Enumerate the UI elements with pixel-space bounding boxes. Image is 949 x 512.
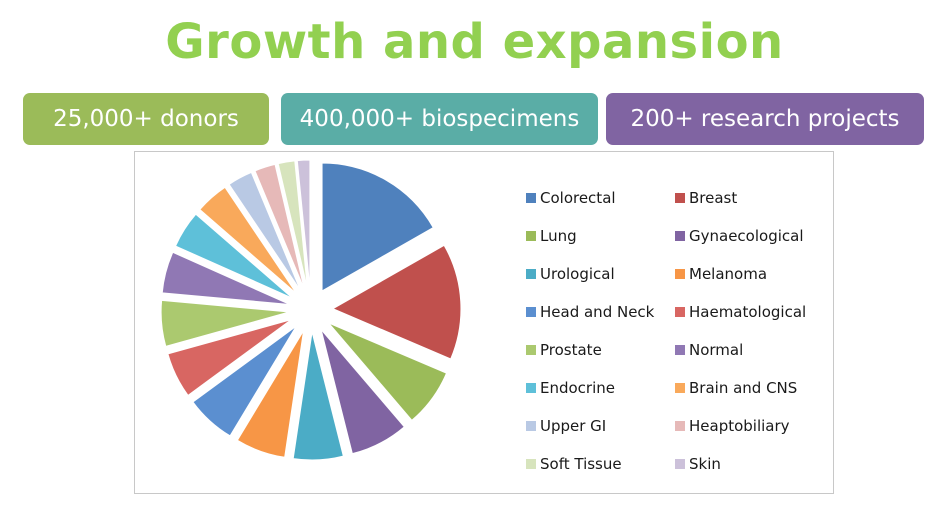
donors-stat-label: 25,000+ donors bbox=[53, 106, 239, 132]
pie-slice-melanoma bbox=[236, 330, 305, 458]
pie-slice-upper-gi bbox=[228, 171, 302, 291]
legend-label-melanoma: Melanoma bbox=[689, 265, 767, 283]
pie-slice-endocrine bbox=[174, 213, 293, 299]
legend-label-urological: Urological bbox=[540, 265, 615, 283]
legend-swatch-breast bbox=[675, 193, 685, 203]
legend-swatch-heaptobiliary bbox=[675, 421, 685, 431]
pie-slice-heaptobiliary bbox=[254, 163, 305, 290]
legend-swatch-urological bbox=[526, 269, 536, 279]
pie-slice-urological bbox=[292, 331, 344, 461]
legend-swatch-upper-gi bbox=[526, 421, 536, 431]
legend-label-gynaecological: Gynaecological bbox=[689, 227, 804, 245]
pie-slice-lung bbox=[328, 322, 448, 422]
legend-label-lung: Lung bbox=[540, 227, 577, 245]
legend-label-heaptobiliary: Heaptobiliary bbox=[689, 417, 790, 435]
legend-label-upper-gi: Upper GI bbox=[540, 417, 606, 435]
donors-stat-badge: 25,000+ donors bbox=[23, 93, 269, 145]
pie-slice-haematological bbox=[167, 319, 292, 397]
legend-label-endocrine: Endocrine bbox=[540, 379, 615, 397]
pie-slice-normal bbox=[161, 251, 290, 305]
research-projects-stat-label: 200+ research projects bbox=[630, 106, 900, 132]
legend-swatch-lung bbox=[526, 231, 536, 241]
legend-swatch-normal bbox=[675, 345, 685, 355]
legend-label-skin: Skin bbox=[689, 455, 721, 473]
legend-label-colorectal: Colorectal bbox=[540, 189, 616, 207]
legend-label-soft-tissue: Soft Tissue bbox=[540, 455, 622, 473]
legend-label-haematological: Haematological bbox=[689, 303, 806, 321]
legend-swatch-haematological bbox=[675, 307, 685, 317]
legend-swatch-endocrine bbox=[526, 383, 536, 393]
pie-slice-gynaecological bbox=[320, 329, 405, 455]
biospecimens-stat-label: 400,000+ biospecimens bbox=[299, 106, 580, 132]
legend-swatch-prostate bbox=[526, 345, 536, 355]
legend-swatch-skin bbox=[675, 459, 685, 469]
pie-chart: Colorectal Breast Lung Gynaecological Urolog… bbox=[160, 159, 806, 473]
legend-label-head-and-neck: Head and Neck bbox=[540, 303, 655, 321]
legend-swatch-soft-tissue bbox=[526, 459, 536, 469]
legend-swatch-head-and-neck bbox=[526, 307, 536, 317]
pie-slice-colorectal bbox=[321, 162, 434, 292]
legend-label-breast: Breast bbox=[689, 189, 737, 207]
page-title: Growth and expansion bbox=[165, 14, 784, 70]
legend-swatch-melanoma bbox=[675, 269, 685, 279]
legend-swatch-gynaecological bbox=[675, 231, 685, 241]
legend-label-normal: Normal bbox=[689, 341, 743, 359]
legend-swatch-brain-and-cns bbox=[675, 383, 685, 393]
pie-slice-head-and-neck bbox=[192, 325, 297, 437]
chart-area: Colorectal Breast Lung Gynaecological Urolog… bbox=[134, 151, 834, 494]
legend-swatch-colorectal bbox=[526, 193, 536, 203]
pie-slice-breast bbox=[331, 244, 462, 360]
legend-label-brain-and-cns: Brain and CNS bbox=[689, 379, 797, 397]
legend-label-prostate: Prostate bbox=[540, 341, 602, 359]
pie-slice-brain-and-cns bbox=[199, 186, 297, 294]
research-projects-stat-badge: 200+ research projects bbox=[606, 93, 924, 145]
pie-slice-skin bbox=[296, 159, 311, 289]
biospecimens-stat-badge: 400,000+ biospecimens bbox=[281, 93, 598, 145]
pie-slice-prostate bbox=[160, 299, 290, 347]
pie-slice-soft-tissue bbox=[277, 160, 308, 289]
